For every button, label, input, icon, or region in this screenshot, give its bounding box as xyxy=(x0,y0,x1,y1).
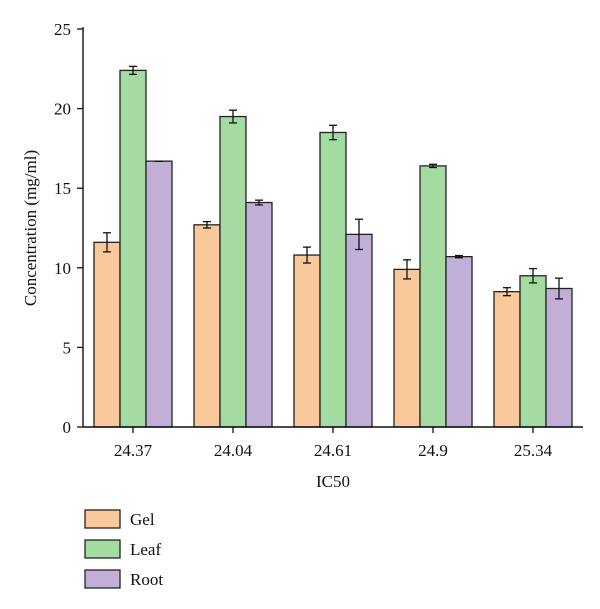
legend-label: Gel xyxy=(130,510,155,529)
x-tick-label: 24.61 xyxy=(314,441,352,460)
bar-gel-25.34 xyxy=(493,291,521,428)
bar-root-24.04 xyxy=(245,201,273,428)
y-tick-label: 5 xyxy=(63,338,72,357)
legend-swatch xyxy=(84,569,121,589)
y-tick-label: 15 xyxy=(54,179,71,198)
legend: Gel Leaf Root xyxy=(84,509,163,589)
error-bar-root-24.04 xyxy=(255,199,263,206)
bar-root-24.37 xyxy=(145,160,173,428)
bar-leaf-24.9 xyxy=(419,165,447,428)
bar-root-24.61 xyxy=(345,233,373,428)
y-tick-label: 10 xyxy=(54,259,71,278)
legend-swatch xyxy=(84,539,121,559)
legend-label: Leaf xyxy=(130,540,161,559)
bar-root-25.34 xyxy=(545,287,573,428)
x-tick-label: 25.34 xyxy=(514,441,553,460)
bar-leaf-25.34 xyxy=(519,275,547,428)
y-tick-label: 20 xyxy=(54,100,71,119)
error-bar-leaf-24.61 xyxy=(329,124,337,141)
error-bars-layer xyxy=(103,65,563,300)
error-bar-gel-25.34 xyxy=(503,287,511,297)
bar-gel-24.37 xyxy=(93,241,121,428)
bar-leaf-24.61 xyxy=(319,131,347,428)
error-bar-leaf-25.34 xyxy=(529,267,537,284)
error-bar-gel-24.37 xyxy=(103,232,111,253)
x-tick-label: 24.9 xyxy=(418,441,448,460)
error-bar-leaf-24.04 xyxy=(229,109,237,124)
bars-layer xyxy=(93,69,573,428)
x-tick-label: 24.04 xyxy=(214,441,253,460)
legend-item-gel: Gel xyxy=(84,509,155,529)
bar-gel-24.04 xyxy=(193,224,221,428)
error-bar-root-24.61 xyxy=(355,218,363,251)
axes-layer: 0 5 10 15 20 25 24.37 24.04 24.61 24.9 25.34 IC50 Co… xyxy=(21,20,583,491)
y-tick-label: 0 xyxy=(63,418,72,437)
legend-item-root: Root xyxy=(84,569,163,589)
y-tick-label: 25 xyxy=(54,20,71,39)
bar-gel-24.9 xyxy=(393,268,421,428)
bar-root-24.9 xyxy=(445,256,473,428)
error-bar-gel-24.04 xyxy=(203,220,211,229)
error-bar-root-25.34 xyxy=(555,277,563,300)
error-bar-gel-24.61 xyxy=(303,246,311,264)
error-bar-leaf-24.9 xyxy=(429,163,437,169)
error-bar-root-24.9 xyxy=(455,254,463,259)
error-bar-leaf-24.37 xyxy=(129,65,137,76)
legend-swatch xyxy=(84,509,121,529)
bar-leaf-24.37 xyxy=(119,69,147,428)
bar-leaf-24.04 xyxy=(219,115,247,428)
x-axis-title: IC50 xyxy=(316,472,350,491)
legend-label: Root xyxy=(130,570,163,589)
y-axis-title: Concentration (mg/ml) xyxy=(21,150,40,306)
error-bar-gel-24.9 xyxy=(403,259,411,280)
x-tick-label: 24.37 xyxy=(114,441,153,460)
bar-gel-24.61 xyxy=(293,254,321,428)
legend-item-leaf: Leaf xyxy=(84,539,161,559)
